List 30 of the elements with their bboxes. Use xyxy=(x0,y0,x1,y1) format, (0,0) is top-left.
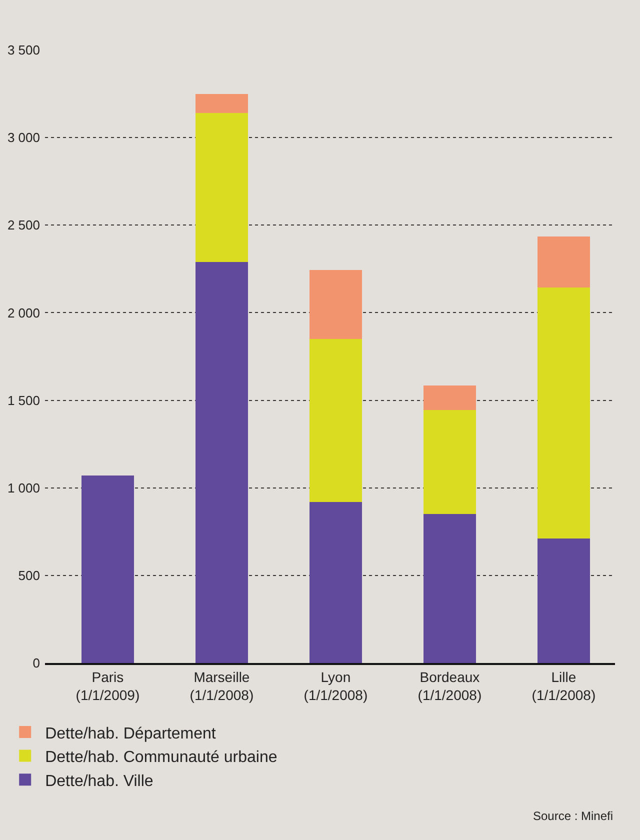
bar xyxy=(309,338,362,502)
x-tick-label: Lille (1/1/2008) xyxy=(532,668,596,703)
legend-label: Dette/hab. Département xyxy=(45,725,216,742)
y-tick-label: 2 000 xyxy=(7,305,40,320)
bar xyxy=(537,538,590,663)
bar xyxy=(309,502,362,663)
y-tick-label: 2 500 xyxy=(7,218,40,233)
bar xyxy=(81,476,134,663)
y-tick-label: 3 000 xyxy=(7,130,40,146)
bar xyxy=(195,113,248,262)
x-tick-label: Marseille (1/1/2008) xyxy=(190,668,254,703)
bar xyxy=(537,287,590,539)
source-note: Source : Minefi xyxy=(533,809,614,823)
x-tick-label: Lyon (1/1/2008) xyxy=(304,668,368,703)
bar xyxy=(423,385,476,410)
y-tick-label: 0 xyxy=(32,656,40,671)
y-tick-label: 500 xyxy=(18,568,40,583)
x-tick-label: Paris (1/1/2009) xyxy=(76,668,140,703)
y-tick-label: 1 000 xyxy=(7,480,40,496)
bar xyxy=(309,270,362,339)
legend-label: Dette/hab. Ville xyxy=(45,772,154,790)
y-tick-label: 3 500 xyxy=(7,42,40,58)
y-tick-label: 1 500 xyxy=(7,392,40,408)
x-tick-label: Bordeaux (1/1/2008) xyxy=(418,668,482,703)
bar xyxy=(423,410,476,514)
bar xyxy=(195,262,248,663)
bar xyxy=(537,236,590,288)
legend-label: Dette/hab. Communauté urbaine xyxy=(45,749,278,766)
bar xyxy=(195,94,248,114)
bar xyxy=(423,514,476,663)
